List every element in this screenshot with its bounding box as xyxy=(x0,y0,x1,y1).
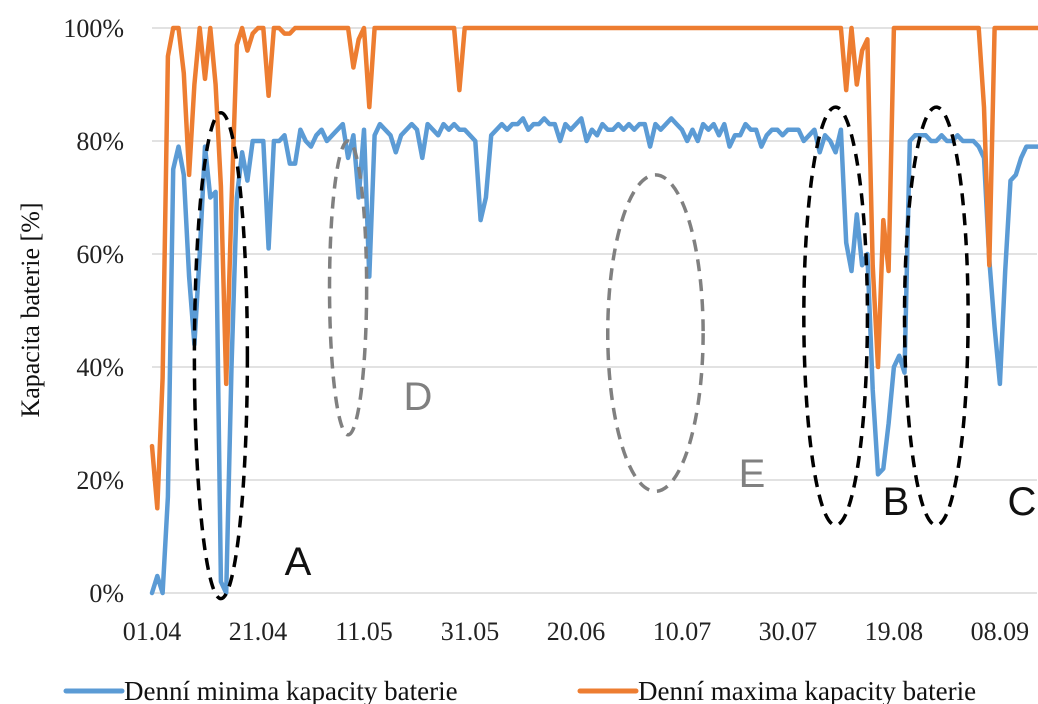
y-tick-label: 100% xyxy=(63,14,124,43)
annotation-label-a: A xyxy=(285,540,312,584)
annotation-ellipse-d xyxy=(327,139,369,437)
x-tick-label: 20.06 xyxy=(547,617,606,646)
legend-label-minima: Denní minima kapacity baterie xyxy=(124,676,458,704)
y-axis-ticks: 0% 20% 40% 60% 80% 100% xyxy=(63,14,124,608)
legend: Denní minima kapacity baterie Denní maxim… xyxy=(63,676,976,704)
legend-label-maxima: Denní maxima kapacity baterie xyxy=(638,676,976,704)
y-tick-label: 40% xyxy=(76,353,124,382)
x-tick-label: 08.09 xyxy=(971,617,1030,646)
series-line-minima xyxy=(149,116,1038,596)
annotation-ellipse-b xyxy=(802,105,870,527)
x-tick-label: 10.07 xyxy=(653,617,712,646)
x-tick-label: 01.04 xyxy=(123,617,182,646)
y-tick-label: 20% xyxy=(76,466,124,495)
annotation-ellipse-a xyxy=(192,111,250,601)
series-line-maxima xyxy=(149,25,1038,511)
annotation-label-c: C xyxy=(1008,480,1037,524)
annotation-label-e: E xyxy=(739,452,766,496)
y-tick-label: 60% xyxy=(76,240,124,269)
y-tick-label: 80% xyxy=(76,127,124,156)
x-tick-label: 21.04 xyxy=(229,617,288,646)
annotations: A D E B C xyxy=(192,105,1037,601)
annotation-label-b: B xyxy=(883,480,910,524)
x-axis-ticks: 01.04 21.04 11.05 31.05 20.06 10.07 30.07 19.08… xyxy=(123,617,1029,646)
x-tick-label: 19.08 xyxy=(865,617,924,646)
annotation-label-d: D xyxy=(404,375,433,419)
y-axis-label: Kapacita baterie [%] xyxy=(16,202,45,417)
x-tick-label: 11.05 xyxy=(335,617,393,646)
y-tick-label: 0% xyxy=(89,579,124,608)
x-tick-label: 30.07 xyxy=(759,617,818,646)
x-tick-label: 31.05 xyxy=(441,617,500,646)
annotation-ellipse-e xyxy=(605,173,705,494)
series-lines xyxy=(149,25,1038,596)
annotation-ellipse-c xyxy=(902,105,970,527)
